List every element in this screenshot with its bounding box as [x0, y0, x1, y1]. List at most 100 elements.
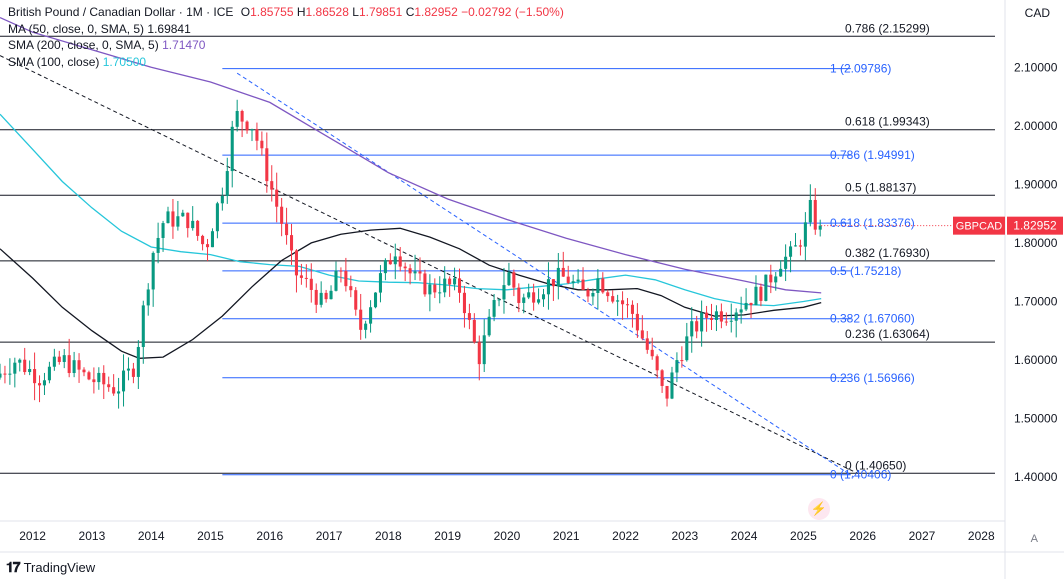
fib-blue-label: 1 (2.09786): [830, 62, 891, 76]
candles: [0, 99, 822, 409]
candle-body: [92, 379, 96, 383]
candle-body: [8, 373, 12, 375]
candle-body: [354, 290, 358, 310]
fib-blue-label: 0.786 (1.94991): [830, 148, 915, 162]
price-tag-bg: [1007, 216, 1063, 235]
candle-body: [640, 330, 644, 339]
candle-body: [42, 380, 47, 386]
candle-body: [369, 307, 373, 324]
candle-body: [191, 220, 195, 229]
x-tick-label: 2021: [553, 529, 580, 543]
candle-body: [596, 278, 600, 293]
candle-body: [448, 278, 452, 285]
candle-body: [630, 304, 634, 314]
candle-body: [270, 181, 274, 190]
trendline-black-dashed: [0, 55, 857, 474]
candle-body: [334, 270, 338, 291]
sma200-line: [0, 17, 822, 294]
candle-body: [759, 286, 763, 301]
trendline-blue-dashed: [236, 72, 855, 478]
ohlc-close-label: C: [405, 5, 415, 19]
candle-body: [635, 313, 639, 331]
candle-body: [339, 270, 343, 272]
candle-body: [443, 278, 447, 293]
candle-body: [423, 273, 427, 295]
trendlines: [0, 55, 857, 478]
fib-black-label: 0.786 (2.15299): [845, 21, 930, 35]
candle-body: [280, 206, 284, 224]
indicator-label: SMA (200, close, 0, SMA, 5): [8, 38, 159, 52]
candle-body: [418, 271, 422, 274]
indicator-value: 1.71470: [162, 38, 206, 52]
indicator-ma50[interactable]: MA (50, close, 0, SMA, 5) 1.69841: [8, 21, 564, 38]
x-tick-label: 2023: [671, 529, 698, 543]
candle-body: [764, 274, 768, 301]
candle-body: [576, 279, 580, 282]
ohlc-high: 1.86528: [305, 5, 349, 19]
candle-body: [408, 268, 412, 274]
fib-retracement-black: 0.786 (2.15299) 0.618 (1.99343) 0.5 (1.881…: [0, 21, 995, 474]
candle-body: [754, 286, 758, 306]
lightning-icon[interactable]: ⚡: [808, 498, 830, 520]
candle-body: [472, 319, 476, 343]
candle-body: [462, 292, 466, 314]
fib-retracement-blue: 1 (2.09786) 0.786 (1.94991) 0.618 (1.83376…: [222, 62, 915, 482]
candle-body: [541, 294, 546, 300]
symbol-tag-bg: [953, 216, 1005, 235]
x-tick-label: 2019: [434, 529, 461, 543]
candle-body: [250, 129, 254, 131]
candle-body: [690, 321, 694, 337]
candle-body: [522, 297, 526, 303]
candle-body: [329, 290, 333, 300]
candle-body: [126, 368, 130, 371]
indicator-sma100[interactable]: SMA (100, close) 1.70500: [8, 54, 564, 71]
candle-body: [112, 387, 116, 394]
candle-body: [527, 292, 531, 298]
candle-body: [136, 346, 140, 377]
candle-body: [57, 356, 61, 362]
symbol-title[interactable]: British Pound / Canadian Dollar · 1M · I…: [8, 5, 234, 19]
candle-body: [665, 385, 669, 399]
candle-body: [18, 359, 22, 363]
candle-body: [739, 309, 743, 313]
candle-body: [625, 304, 630, 306]
candle-body: [181, 212, 185, 217]
candle-body: [299, 275, 303, 278]
candle-body: [769, 274, 773, 283]
candle-body: [265, 148, 269, 182]
x-tick-label: 2014: [138, 529, 165, 543]
fib-black-label: 0 (1.40650): [845, 458, 906, 472]
candle-body: [729, 320, 733, 322]
y-axis-ticks: 2.10000 2.00000 1.90000 1.80000 1.70000 1.600…: [1014, 60, 1058, 484]
candle-body: [151, 252, 155, 290]
candle-body: [621, 300, 625, 305]
candle-body: [616, 300, 620, 302]
candle-body: [0, 373, 2, 378]
x-tick-label: 2024: [731, 529, 758, 543]
indicator-value: 1.69841: [147, 21, 191, 36]
fib-black-label: 0.5 (1.88137): [845, 180, 916, 194]
candle-body: [3, 373, 7, 375]
candle-body: [413, 271, 417, 274]
candle-body: [102, 372, 106, 385]
currency-label[interactable]: CAD: [1024, 6, 1050, 20]
indicator-sma200[interactable]: SMA (200, close, 0, SMA, 5) 1.71470: [8, 37, 564, 54]
candle-body: [457, 278, 462, 293]
candle-body: [230, 126, 234, 172]
candle-body: [166, 211, 170, 224]
candle-body: [586, 289, 590, 297]
candle-body: [324, 292, 328, 300]
ohlc-open-label: O: [240, 5, 251, 19]
candle-body: [507, 272, 511, 286]
candle-body: [294, 250, 298, 276]
y-tick-label: 1.70000: [1014, 294, 1058, 308]
candle-body: [813, 199, 817, 230]
candle-body: [581, 279, 585, 290]
auto-scale-button[interactable]: A: [1030, 533, 1038, 545]
candle-body: [196, 220, 200, 236]
candle-body: [186, 212, 190, 229]
tradingview-brand[interactable]: 𝟏𝟕 TradingView: [6, 559, 95, 576]
candle-body: [205, 244, 210, 248]
